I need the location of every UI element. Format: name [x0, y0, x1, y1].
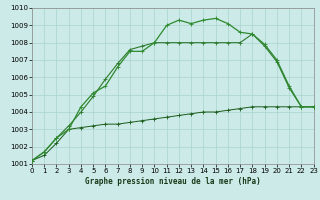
- X-axis label: Graphe pression niveau de la mer (hPa): Graphe pression niveau de la mer (hPa): [85, 177, 261, 186]
